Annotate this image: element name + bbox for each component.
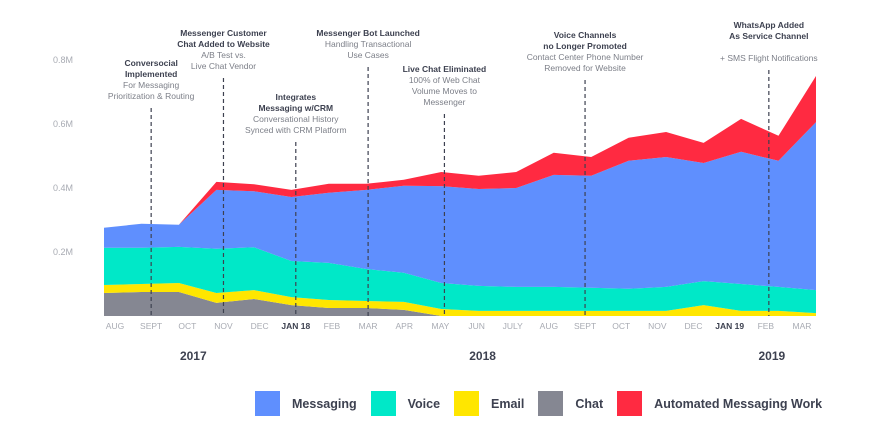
legend-label: Voice [407, 396, 441, 411]
area-automated-messaging-work [104, 76, 816, 228]
legend-item-chat: Chat [538, 391, 603, 416]
annotation-title: Implemented [125, 69, 177, 79]
y-tick-label: 0.6M [53, 119, 73, 129]
y-axis: 0.2M 0.4M 0.6M 0.8M [53, 55, 73, 257]
y-tick-label: 0.2M [53, 247, 73, 257]
annotation-title: Live Chat Eliminated [403, 64, 487, 74]
x-tick-label: JUN [468, 321, 485, 331]
annotation-text: Prioritization & Routing [108, 91, 195, 101]
x-tick-label: NOV [648, 321, 667, 331]
legend-label: Chat [575, 396, 604, 411]
legend-label: Email [491, 396, 525, 411]
x-tick-label: SEPT [574, 321, 596, 331]
legend-swatch [255, 391, 280, 416]
annotation-text: Use Cases [347, 50, 389, 60]
x-tick-label: DEC [251, 321, 269, 331]
annotation-title: Messaging w/CRM [258, 103, 333, 113]
x-tick-label: JAN 19 [715, 321, 744, 331]
area-email [104, 283, 816, 316]
legend-label: Messaging [292, 396, 357, 411]
x-tick-label: JAN 18 [281, 321, 310, 331]
legend-item-automated-messaging-work: Automated Messaging Work [617, 391, 822, 416]
x-tick-label: FEB [758, 321, 775, 331]
legend-label: Automated Messaging Work [654, 396, 823, 411]
annotation-title: Voice Channels [554, 30, 617, 40]
annotation-text: Removed for Website [544, 63, 626, 73]
annotation-text: For Messaging [123, 80, 179, 90]
x-tick-label: JULY [503, 321, 523, 331]
legend-item-messaging: Messaging [255, 391, 357, 416]
annotation-text: Conversational History [253, 114, 339, 124]
legend-item-email: Email [454, 391, 524, 416]
annotation-title: As Service Channel [729, 31, 808, 41]
y-tick-label: 0.4M [53, 183, 73, 193]
annotation-text: Handling Transactional [325, 39, 412, 49]
legend-swatch [370, 391, 396, 416]
annotation-text: Live Chat Vendor [191, 61, 256, 71]
x-tick-label: FEB [324, 321, 341, 331]
x-tick-label: MAR [793, 321, 812, 331]
legend-item-voice: Voice [370, 391, 441, 416]
legend-swatch [454, 391, 480, 416]
annotation-title: Chat Added to Website [177, 39, 270, 49]
annotation-text: Contact Center Phone Number [527, 52, 644, 62]
x-tick-label: AUG [540, 321, 558, 331]
legend-swatch [617, 391, 643, 416]
annotation-text: + SMS Flight Notifications [720, 53, 818, 63]
annotation-text: Messenger [423, 97, 465, 107]
x-tick-label: OCT [178, 321, 196, 331]
area-chat [104, 292, 816, 316]
annotation-lines [150, 67, 770, 316]
legend: Messaging Voice Email Chat Automated Messagi… [255, 391, 836, 416]
annotation-title: no Longer Promoted [543, 41, 627, 51]
y-tick-label: 0.8M [53, 55, 73, 65]
x-tick-label: APR [396, 321, 413, 331]
x-tick-label: MAY [432, 321, 450, 331]
year-labels: 2017 2018 2019 [180, 349, 786, 363]
year-label: 2018 [469, 349, 496, 363]
x-tick-label: OCT [612, 321, 630, 331]
annotation-text: 100% of Web Chat [409, 75, 481, 85]
annotation-title: Integrates [275, 92, 316, 102]
annotation-text: Synced with CRM Platform [245, 125, 347, 135]
year-label: 2017 [180, 349, 207, 363]
x-tick-label: NOV [214, 321, 233, 331]
area-layers [104, 76, 816, 316]
x-tick-label: AUG [106, 321, 124, 331]
year-label: 2019 [758, 349, 785, 363]
x-tick-label: SEPT [140, 321, 162, 331]
x-tick-label: MAR [359, 321, 378, 331]
area-voice [104, 246, 816, 314]
x-tick-label: DEC [685, 321, 703, 331]
annotation-text: Volume Moves to [412, 86, 477, 96]
annotation-text: A/B Test vs. [201, 50, 246, 60]
annotation-title: Messenger Customer [180, 28, 267, 38]
annotation-title: Messenger Bot Launched [316, 28, 419, 38]
area-messaging [104, 122, 816, 291]
annotation-title: Conversocial [124, 58, 177, 68]
legend-swatch [538, 391, 564, 416]
stacked-area-chart: 0.2M 0.4M 0.6M 0.8M ConversocialImplemented… [53, 20, 818, 363]
annotation-title: WhatsApp Added [734, 20, 805, 30]
x-axis: AUG SEPT OCT NOV DEC JAN 18 FEB MAR APR MAY JUN JUL… [106, 321, 812, 331]
